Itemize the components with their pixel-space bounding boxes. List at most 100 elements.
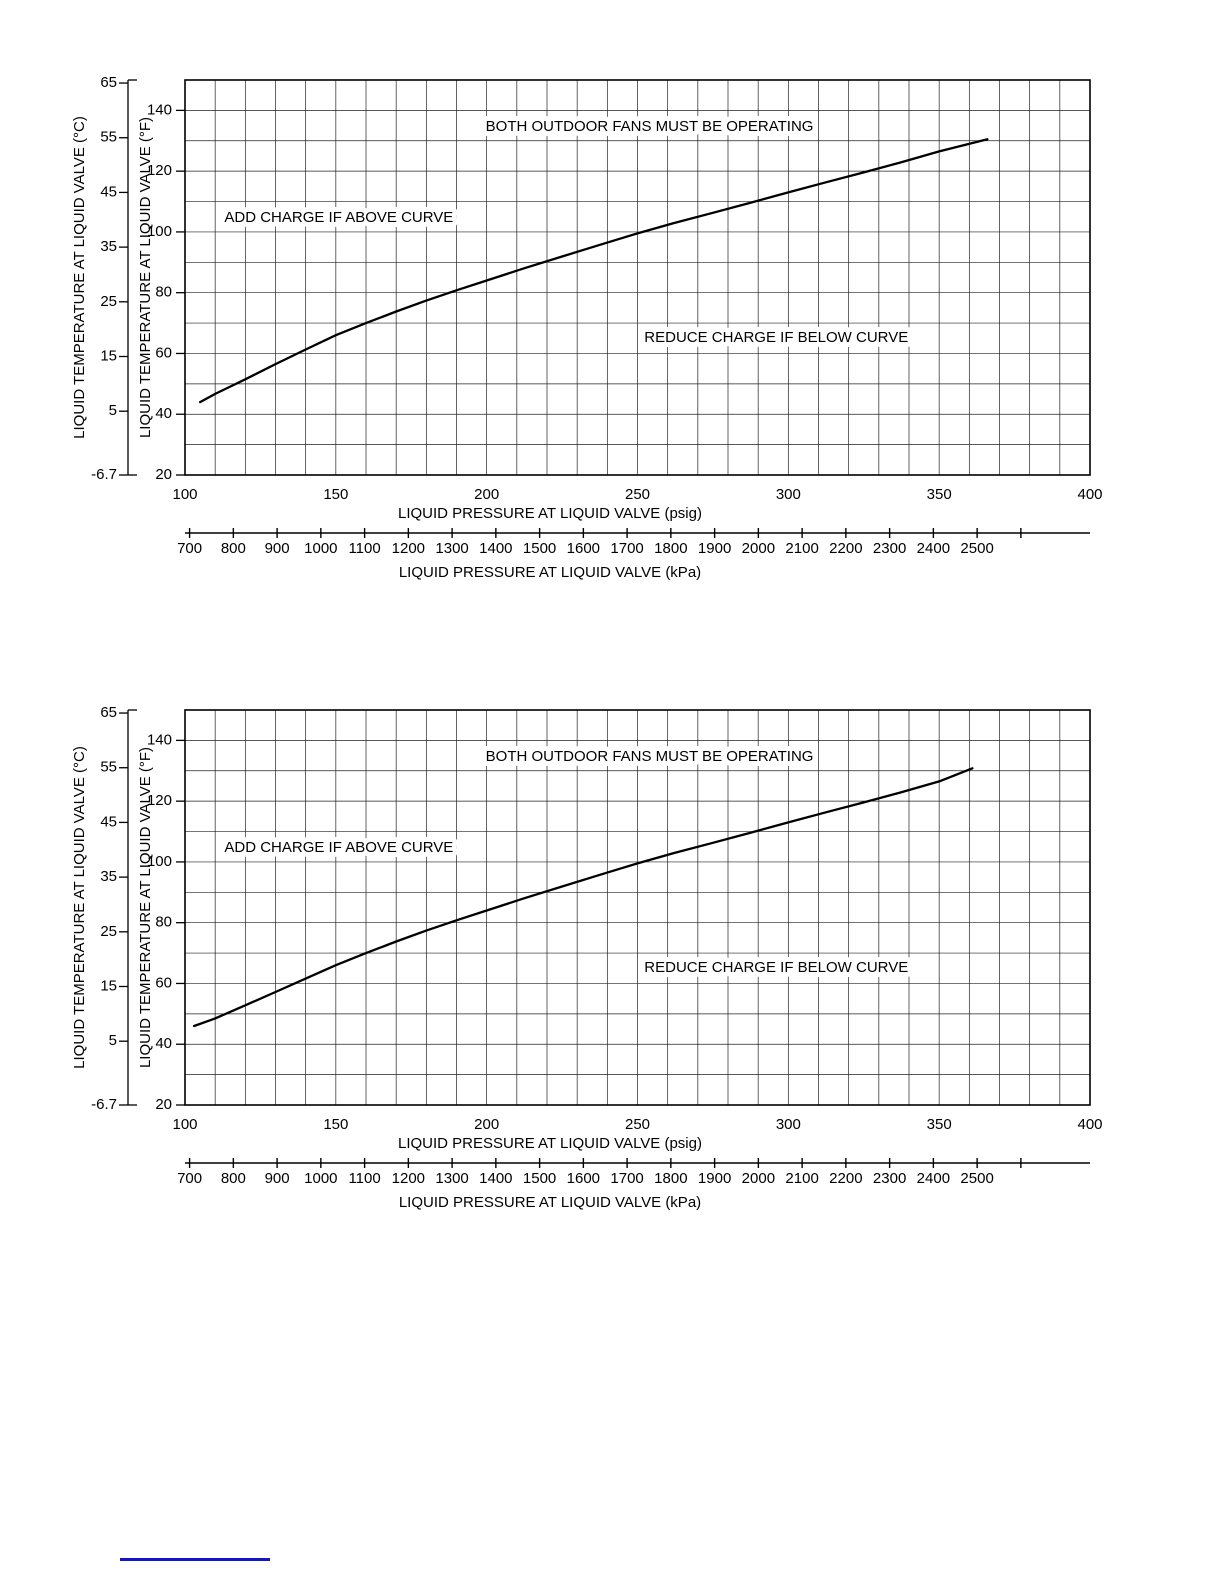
plot-border (184, 79, 1091, 476)
f-tick-label: 80 (155, 284, 172, 301)
kpa-tick-label: 1700 (610, 1170, 643, 1187)
y-axis-title-c: LIQUID TEMPERATURE AT LIQUID VALVE (°C) (71, 116, 88, 439)
kpa-tick-label: 2100 (785, 1170, 818, 1187)
kpa-tick-label: 700 (177, 540, 202, 557)
psig-tick-label: 400 (1077, 1116, 1102, 1133)
kpa-tick-label: 2300 (873, 540, 906, 557)
c-tick-label: 45 (100, 183, 117, 200)
kpa-tick-label: 2200 (829, 540, 862, 557)
psig-tick-label: 150 (323, 1116, 348, 1133)
y-axis-title-f: LIQUID TEMPERATURE AT LIQUID VALVE (°F) (137, 117, 154, 438)
charge-curve (192, 767, 974, 1028)
f-tick-label: 140 (147, 101, 172, 118)
kpa-axis (185, 1158, 1090, 1168)
kpa-tick-label: 2200 (829, 1170, 862, 1187)
kpa-tick-label: 800 (221, 540, 246, 557)
psig-tick-label: 250 (625, 1116, 650, 1133)
kpa-tick-label: 1600 (567, 1170, 600, 1187)
c-tick-label: 35 (100, 868, 117, 885)
plot-border (184, 709, 1091, 1106)
c-tick-label: 55 (100, 129, 117, 146)
f-tick-label: 60 (155, 974, 172, 991)
f-tick-label: 100 (147, 853, 172, 870)
chart-1: BOTH OUTDOOR FANS MUST BE OPERATINGBOTH … (71, 74, 1103, 581)
kpa-tick-label: 1000 (304, 1170, 337, 1187)
c-tick-label: 65 (100, 74, 117, 91)
kpa-tick-label: 1600 (567, 540, 600, 557)
psig-tick-label: 100 (172, 1116, 197, 1133)
chart-2: BOTH OUTDOOR FANS MUST BE OPERATINGBOTH … (71, 704, 1103, 1211)
grid (184, 709, 1091, 1106)
c-tick-label: -6.7 (91, 466, 117, 483)
celsius-axis (119, 79, 137, 476)
c-tick-label: 5 (109, 1032, 117, 1049)
kpa-tick-label: 1000 (304, 540, 337, 557)
celsius-axis (119, 709, 137, 1106)
f-tick-label: 120 (147, 792, 172, 809)
kpa-tick-label: 1700 (610, 540, 643, 557)
kpa-tick-label: 2400 (917, 1170, 950, 1187)
kpa-axis (185, 528, 1090, 538)
c-tick-label: 45 (100, 813, 117, 830)
psig-tick-label: 250 (625, 486, 650, 503)
c-tick-label: 15 (100, 347, 117, 364)
c-tick-label: 55 (100, 759, 117, 776)
grid (184, 79, 1091, 476)
c-tick-label: 5 (109, 402, 117, 419)
kpa-tick-label: 2500 (960, 1170, 993, 1187)
kpa-tick-label: 1200 (392, 540, 425, 557)
f-tick-label: 140 (147, 731, 172, 748)
f-tick-label: 20 (155, 1096, 172, 1113)
x-axis-title-kpa: LIQUID PRESSURE AT LIQUID VALVE (kPa) (399, 564, 701, 581)
kpa-tick-label: 800 (221, 1170, 246, 1187)
charge-curve (198, 138, 989, 404)
kpa-tick-label: 2000 (742, 540, 775, 557)
x-axis-title-psig: LIQUID PRESSURE AT LIQUID VALVE (psig) (398, 1135, 702, 1152)
psig-tick-label: 400 (1077, 486, 1102, 503)
c-tick-label: 35 (100, 238, 117, 255)
psig-tick-label: 200 (474, 1116, 499, 1133)
kpa-tick-label: 900 (265, 1170, 290, 1187)
annotation-text: ADD CHARGE IF ABOVE CURVE (224, 839, 453, 856)
c-tick-label: -6.7 (91, 1096, 117, 1113)
kpa-tick-label: 900 (265, 540, 290, 557)
f-tick-label: 100 (147, 223, 172, 240)
kpa-tick-label: 1200 (392, 1170, 425, 1187)
f-tick-label: 80 (155, 914, 172, 931)
annotation-text: ADD CHARGE IF ABOVE CURVE (224, 209, 453, 226)
kpa-tick-label: 1500 (523, 1170, 556, 1187)
psig-tick-label: 300 (776, 1116, 801, 1133)
x-axis-title-kpa: LIQUID PRESSURE AT LIQUID VALVE (kPa) (399, 1194, 701, 1211)
kpa-tick-label: 1900 (698, 1170, 731, 1187)
kpa-tick-label: 2500 (960, 540, 993, 557)
psig-tick-label: 150 (323, 486, 348, 503)
x-axis-title-psig: LIQUID PRESSURE AT LIQUID VALVE (psig) (398, 505, 702, 522)
f-tick-label: 20 (155, 466, 172, 483)
psig-tick-label: 200 (474, 486, 499, 503)
kpa-tick-label: 1500 (523, 540, 556, 557)
annotation-text: REDUCE CHARGE IF BELOW CURVE (644, 329, 908, 346)
c-tick-label: 25 (100, 293, 117, 310)
kpa-tick-label: 1800 (654, 540, 687, 557)
annotation-text: BOTH OUTDOOR FANS MUST BE OPERATING (486, 118, 814, 135)
c-tick-label: 25 (100, 923, 117, 940)
kpa-tick-label: 1800 (654, 1170, 687, 1187)
kpa-tick-label: 2400 (917, 540, 950, 557)
c-tick-label: 15 (100, 977, 117, 994)
f-tick-label: 120 (147, 162, 172, 179)
kpa-tick-label: 1100 (348, 1170, 380, 1187)
y-axis-title-f: LIQUID TEMPERATURE AT LIQUID VALVE (°F) (137, 747, 154, 1068)
y-axis-title-c: LIQUID TEMPERATURE AT LIQUID VALVE (°C) (71, 746, 88, 1069)
f-tick-label: 60 (155, 344, 172, 361)
psig-tick-label: 350 (927, 1116, 952, 1133)
kpa-tick-label: 2100 (785, 540, 818, 557)
footer-rule (120, 1558, 270, 1561)
psig-tick-label: 300 (776, 486, 801, 503)
kpa-tick-label: 1400 (479, 1170, 512, 1187)
f-tick-label: 40 (155, 405, 172, 422)
kpa-tick-label: 1900 (698, 540, 731, 557)
kpa-tick-label: 1400 (479, 540, 512, 557)
kpa-tick-label: 1300 (435, 1170, 468, 1187)
kpa-tick-label: 700 (177, 1170, 202, 1187)
f-tick-label: 40 (155, 1035, 172, 1052)
